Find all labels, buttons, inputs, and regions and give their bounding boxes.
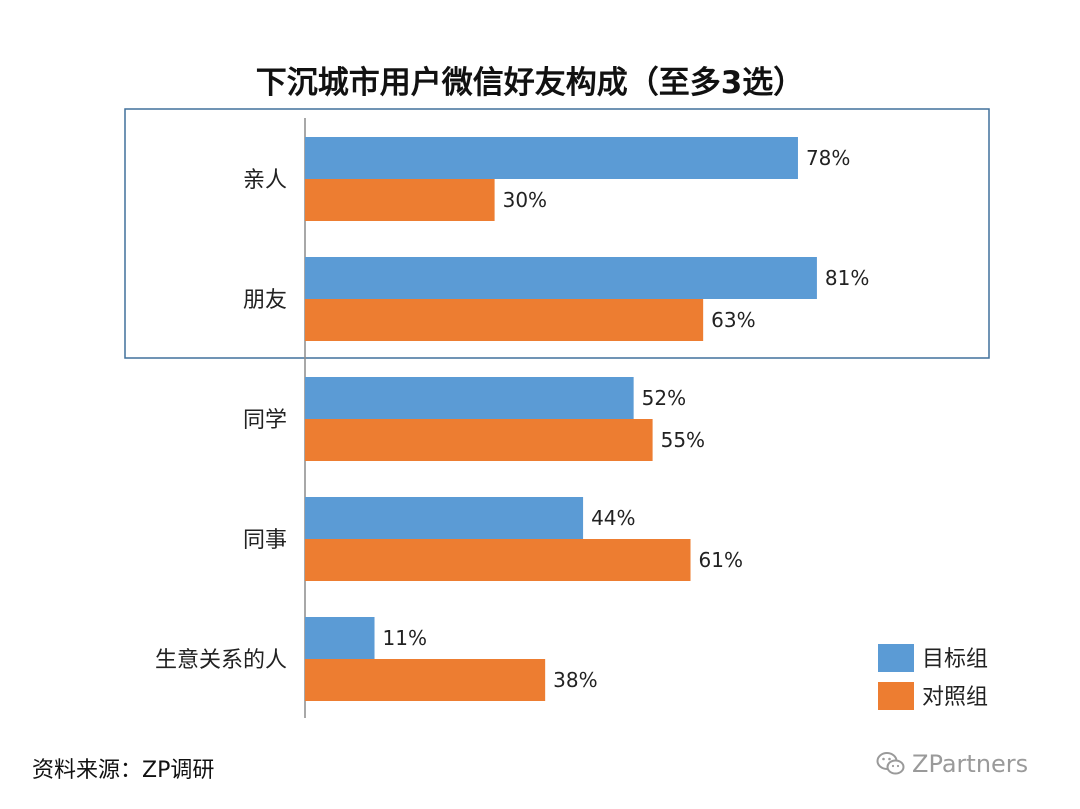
category-label-3: 同学 — [243, 408, 287, 433]
bars-layer: 亲人 78% 30% 朋友 81% 63% 同学 52% 55% 同事 44% 61% 生意关系的人 11… — [155, 137, 869, 701]
value-label-target-5: 11% — [383, 626, 427, 650]
wechat-icon — [876, 752, 905, 775]
value-label-target-1: 78% — [806, 146, 850, 170]
value-label-control-1: 30% — [503, 188, 547, 212]
bar-control-5 — [305, 659, 546, 701]
source-note: 资料来源：ZP调研 — [32, 758, 215, 783]
bar-target-4 — [305, 497, 584, 539]
legend-swatch-2 — [878, 682, 914, 710]
bar-control-4 — [305, 539, 691, 581]
value-label-target-2: 81% — [825, 266, 869, 290]
category-label-4: 同事 — [243, 528, 287, 553]
bar-target-5 — [305, 617, 375, 659]
value-label-control-4: 61% — [699, 548, 743, 572]
bar-control-3 — [305, 419, 653, 461]
value-label-control-5: 38% — [553, 668, 597, 692]
chart-title: 下沉城市用户微信好友构成（至多3选） — [256, 65, 805, 101]
bar-control-2 — [305, 299, 704, 341]
category-label-1: 亲人 — [243, 168, 287, 193]
highlight-box — [124, 108, 990, 359]
value-label-target-4: 44% — [591, 506, 635, 530]
value-label-control-3: 55% — [661, 428, 705, 452]
bar-target-2 — [305, 257, 817, 299]
watermark-text: ZPartners — [912, 750, 1029, 778]
legend-label-1: 目标组 — [922, 647, 988, 672]
bar-control-1 — [305, 179, 495, 221]
bar-target-3 — [305, 377, 634, 419]
watermark: ZPartners — [876, 750, 1028, 778]
bar-target-1 — [305, 137, 798, 179]
category-label-5: 生意关系的人 — [155, 648, 287, 673]
legend-swatch-1 — [878, 644, 914, 672]
legend-label-2: 对照组 — [922, 685, 988, 710]
category-label-2: 朋友 — [243, 288, 287, 313]
value-label-control-2: 63% — [711, 308, 755, 332]
value-label-target-3: 52% — [642, 386, 686, 410]
